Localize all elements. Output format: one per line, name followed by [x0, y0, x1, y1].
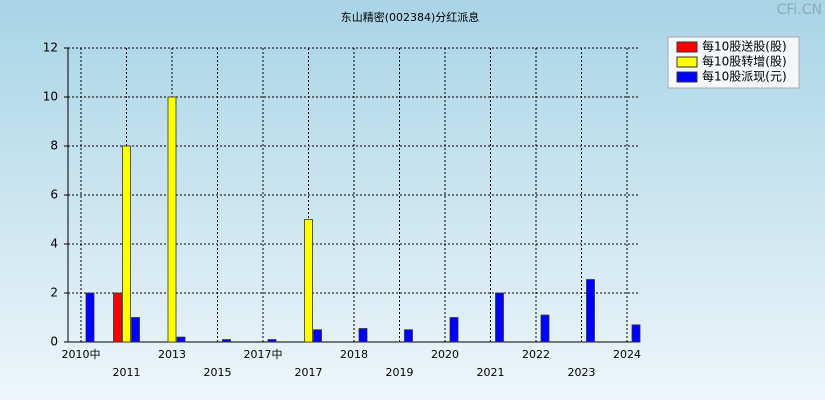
- bar: [85, 292, 95, 343]
- legend-swatch: [676, 71, 698, 83]
- chart-title: 东山精密(002384)分红派息: [341, 10, 480, 24]
- bar: [113, 292, 122, 343]
- watermark: CFi.CN: [777, 2, 822, 18]
- x-tick-label: 2010中: [62, 348, 101, 361]
- x-tick-label: 2013: [158, 348, 186, 361]
- bar: [404, 329, 413, 343]
- x-tick-label: 2011: [113, 366, 141, 379]
- bar: [267, 339, 277, 343]
- x-tick-label: 2022: [522, 348, 550, 361]
- legend-swatch: [676, 41, 698, 53]
- bar: [176, 336, 186, 343]
- legend-label: 每10股转增(股): [702, 54, 787, 69]
- bar: [631, 324, 641, 343]
- bar: [540, 314, 550, 343]
- bar: [131, 317, 140, 343]
- legend-label: 每10股送股(股): [702, 39, 787, 54]
- y-tick-label: 6: [50, 188, 58, 202]
- y-tick-label: 10: [43, 90, 58, 104]
- bar: [586, 279, 595, 343]
- y-tick-label: 2: [50, 286, 58, 300]
- bar: [313, 329, 322, 343]
- bar: [495, 292, 504, 343]
- bar: [449, 317, 459, 343]
- x-tick-label: 2019: [386, 366, 414, 379]
- bar: [222, 339, 231, 343]
- x-tick-label: 2017中: [244, 348, 283, 361]
- x-tick-label: 2020: [431, 348, 459, 361]
- x-tick-label: 2024: [613, 348, 641, 361]
- y-tick-label: 12: [43, 41, 58, 55]
- x-tick-label: 2021: [477, 366, 505, 379]
- x-tick-label: 2015: [204, 366, 232, 379]
- bar: [167, 96, 177, 343]
- bar: [122, 145, 131, 343]
- x-tick-label: 2017: [295, 366, 323, 379]
- x-tick-label: 2018: [340, 348, 368, 361]
- y-tick-label: 8: [50, 139, 58, 153]
- legend-label: 每10股派现(元): [702, 69, 787, 84]
- x-tick-label: 2023: [568, 366, 596, 379]
- y-tick-label: 0: [50, 335, 58, 349]
- legend-swatch: [676, 56, 698, 68]
- bar: [358, 328, 368, 343]
- y-tick-label: 4: [50, 237, 58, 251]
- bar: [304, 219, 313, 343]
